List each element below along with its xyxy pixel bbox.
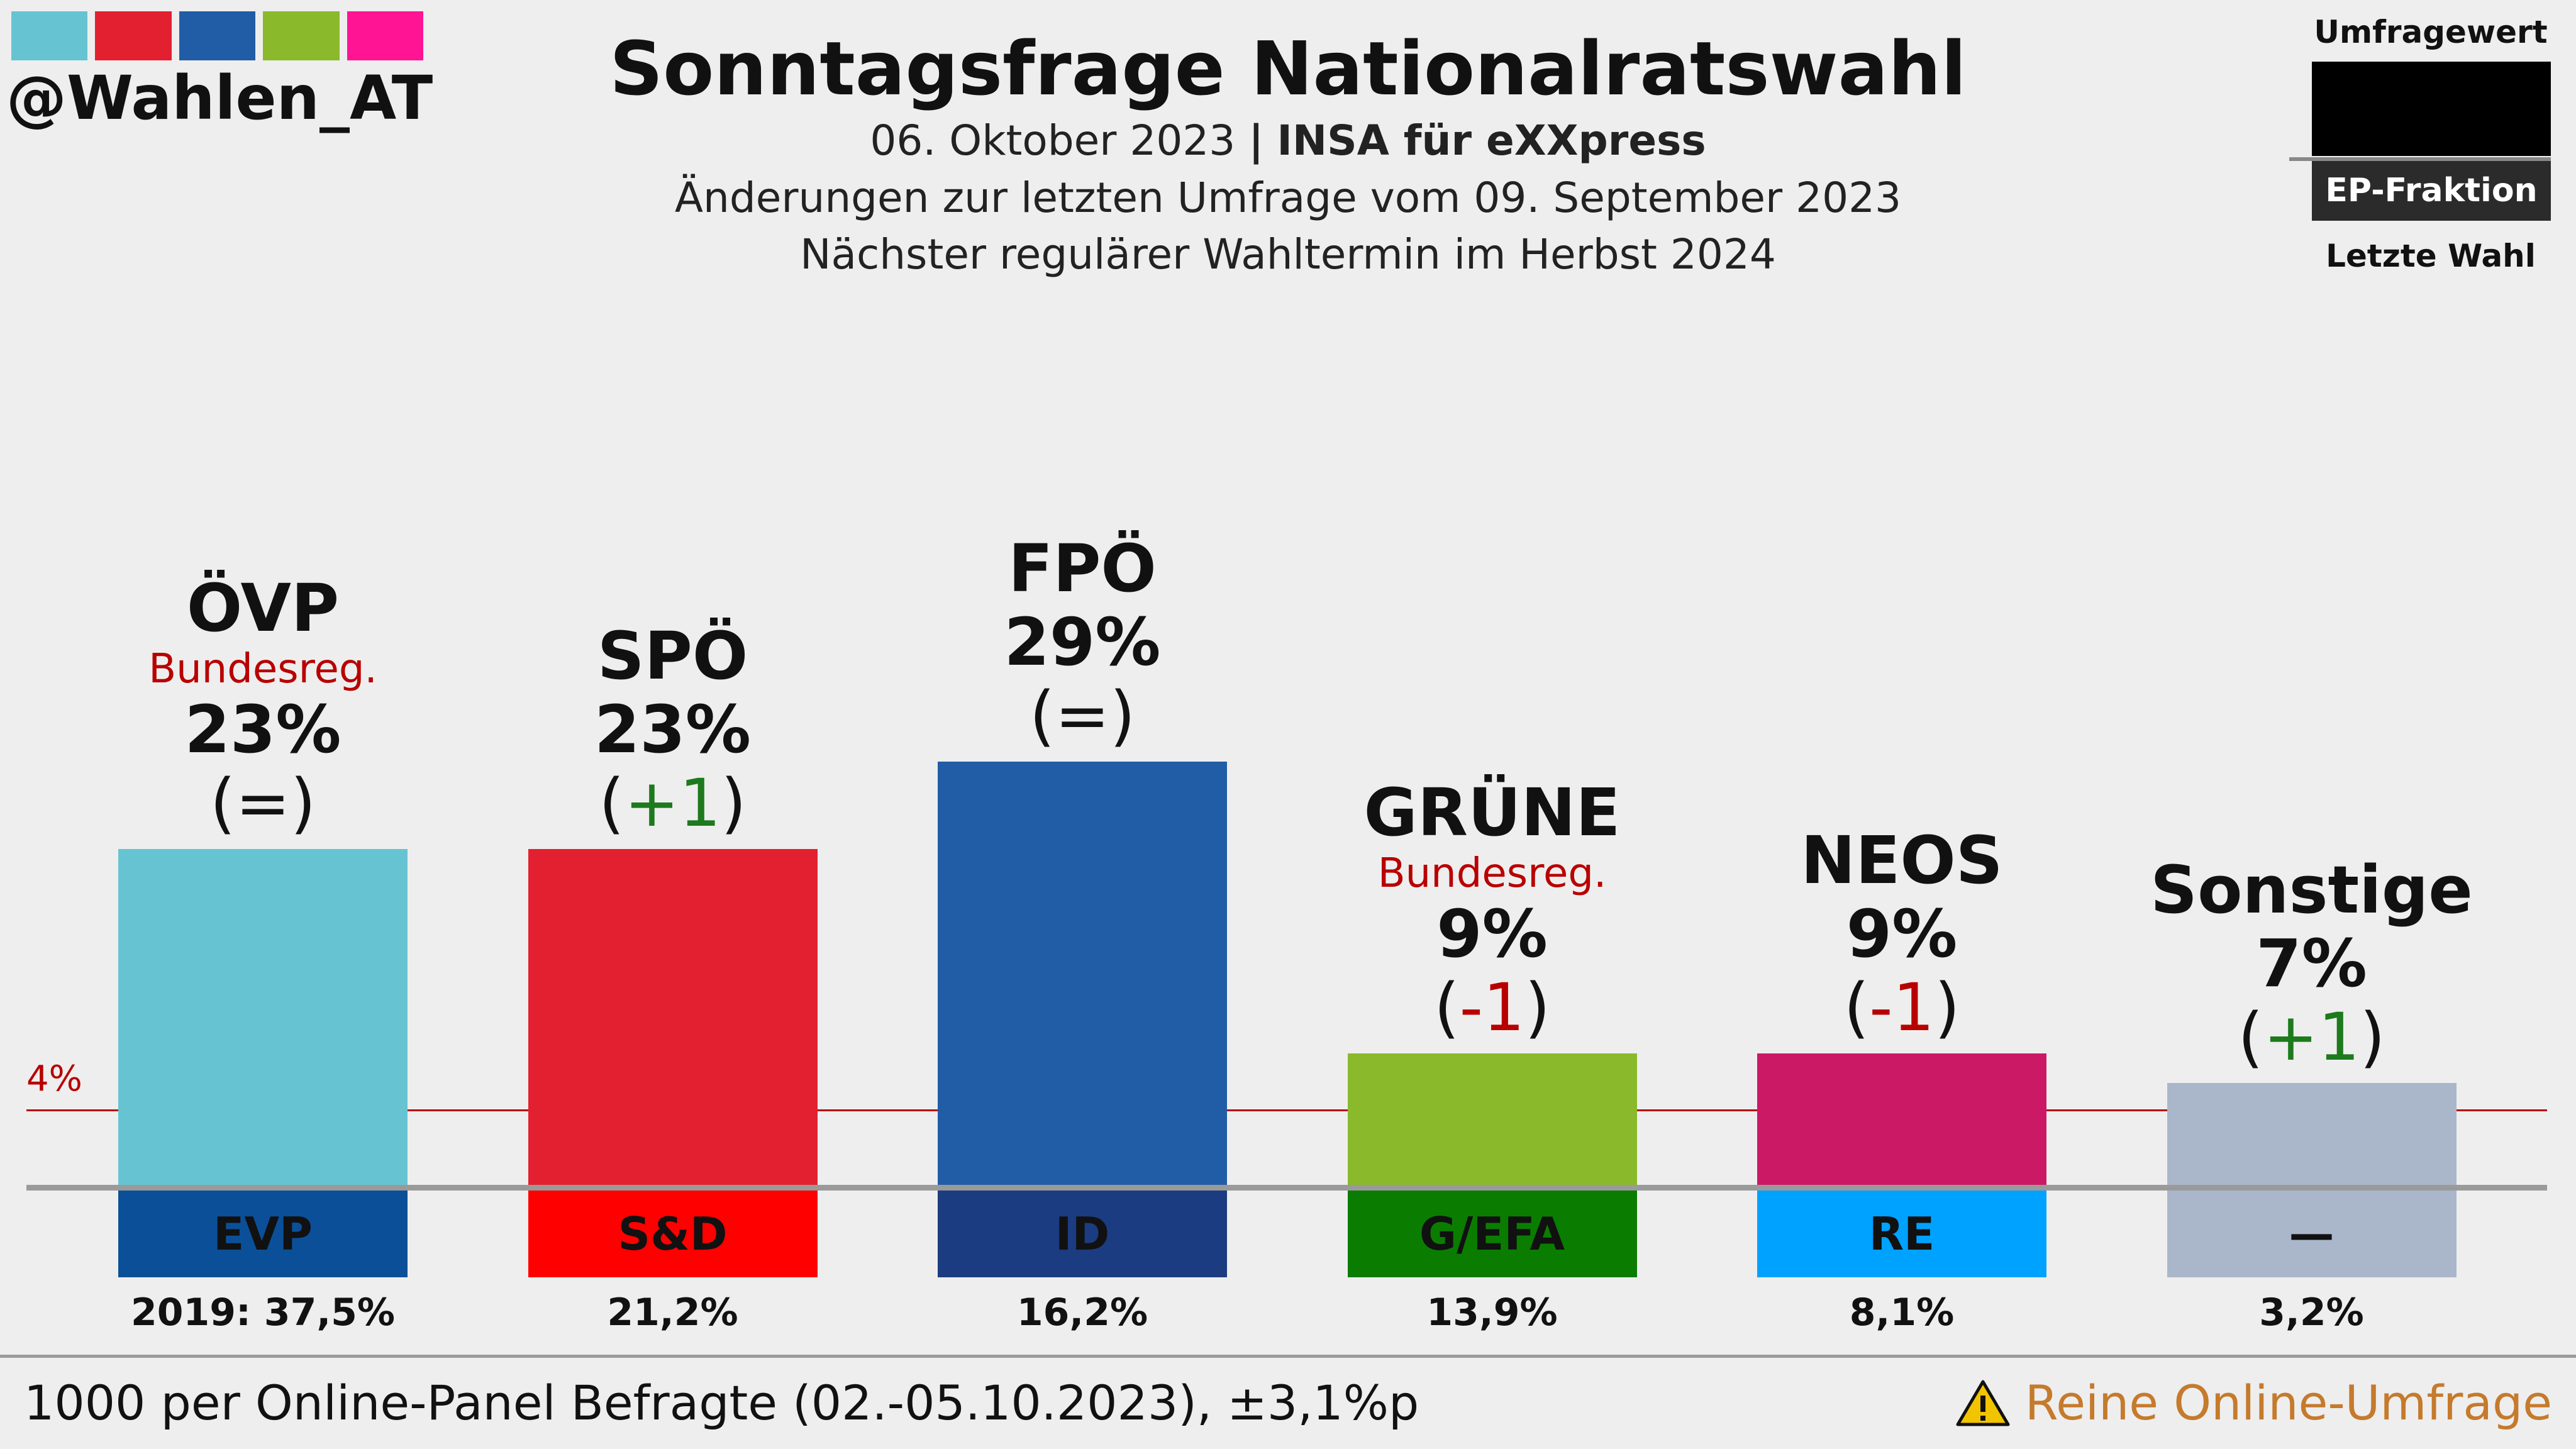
ep-group-label: G/EFA bbox=[1347, 1191, 1637, 1277]
party-name: ÖVP bbox=[186, 570, 340, 647]
bar bbox=[1757, 1053, 2046, 1185]
party-name: GRÜNE bbox=[1363, 774, 1621, 852]
next-election-note: Nächster regulärer Wahltermin im Herbst … bbox=[800, 230, 1776, 279]
change-value: -1 bbox=[1459, 969, 1525, 1046]
party-name: FPÖ bbox=[1008, 530, 1157, 608]
bar bbox=[118, 849, 408, 1185]
poll-date: 06. Oktober 2023 bbox=[870, 116, 1236, 165]
change-label: (+1) bbox=[2238, 998, 2385, 1075]
party-name: Sonstige bbox=[2150, 851, 2473, 928]
bar bbox=[528, 849, 818, 1185]
ep-group-label: ID bbox=[938, 1191, 1227, 1277]
bar bbox=[938, 762, 1227, 1185]
warning-text: Reine Online-Umfrage bbox=[2024, 1375, 2552, 1431]
brand-swatch bbox=[263, 11, 340, 60]
brand-swatch bbox=[95, 11, 172, 60]
change-value: -1 bbox=[1869, 969, 1935, 1046]
party-name: SPÖ bbox=[597, 618, 748, 695]
value-label: 9% bbox=[1846, 896, 1958, 973]
threshold-line bbox=[26, 1109, 2547, 1111]
government-label: Bundesreg. bbox=[1377, 850, 1607, 897]
legend-poll-swatch bbox=[2312, 62, 2551, 156]
chart-baseline bbox=[26, 1185, 2547, 1191]
online-poll-warning: Reine Online-Umfrage bbox=[1956, 1375, 2552, 1431]
legend-last-election: Letzte Wahl bbox=[2326, 238, 2536, 274]
change-value: +1 bbox=[2263, 998, 2360, 1075]
chart-title: Sonntagsfrage Nationalratswahl bbox=[609, 25, 1967, 112]
legend-ep-group: EP-Fraktion bbox=[2312, 161, 2551, 221]
brand-handle: @Wahlen_AT bbox=[6, 63, 433, 133]
government-label: Bundesreg. bbox=[148, 646, 377, 693]
poll-institute: INSA für eXXpress bbox=[1277, 116, 1706, 165]
ep-group-label: S&D bbox=[528, 1191, 818, 1277]
brand-swatch bbox=[179, 11, 256, 60]
value-label: 29% bbox=[1004, 604, 1161, 681]
warning-triangle-icon bbox=[1956, 1380, 2010, 1426]
last-election-value: 2019: 37,5% bbox=[130, 1291, 396, 1335]
change-value: = bbox=[1055, 677, 1110, 755]
value-label: 7% bbox=[2256, 924, 2367, 1002]
last-election-value: 3,2% bbox=[2259, 1291, 2364, 1335]
ep-group-label: RE bbox=[1757, 1191, 2046, 1277]
legend-poll-value: Umfragewert bbox=[2314, 14, 2548, 50]
ep-group-label: — bbox=[2167, 1191, 2457, 1277]
change-label: (-1) bbox=[1434, 969, 1550, 1046]
last-election-value: 16,2% bbox=[1016, 1291, 1148, 1335]
subtitle-date-line: 06. Oktober 2023 | INSA für eXXpress bbox=[0, 116, 2576, 165]
ep-group-label: EVP bbox=[118, 1191, 408, 1277]
change-label: (=) bbox=[1029, 677, 1136, 755]
last-election-value: 13,9% bbox=[1426, 1291, 1558, 1335]
brand-color-strip bbox=[11, 11, 424, 60]
change-label: (-1) bbox=[1843, 969, 1960, 1046]
change-value: = bbox=[235, 765, 291, 842]
sample-info: 1000 per Online-Panel Befragte (02.-05.1… bbox=[24, 1375, 1419, 1431]
last-election-value: 21,2% bbox=[607, 1291, 738, 1335]
last-election-value: 8,1% bbox=[1849, 1291, 1955, 1335]
value-label: 23% bbox=[184, 691, 341, 769]
value-label: 9% bbox=[1436, 896, 1548, 973]
value-label: 23% bbox=[594, 691, 751, 769]
party-name: NEOS bbox=[1801, 822, 2003, 899]
bar bbox=[1347, 1053, 1637, 1185]
changes-note: Änderungen zur letzten Umfrage vom 09. S… bbox=[674, 174, 1902, 222]
legend-baseline bbox=[2289, 157, 2551, 161]
footer-divider bbox=[0, 1355, 2576, 1358]
brand-swatch bbox=[347, 11, 424, 60]
brand-swatch bbox=[11, 11, 88, 60]
change-value: +1 bbox=[624, 765, 721, 842]
title-separator: | bbox=[1248, 116, 1264, 165]
change-label: (=) bbox=[209, 765, 316, 842]
threshold-label: 4% bbox=[26, 1058, 82, 1099]
change-label: (+1) bbox=[599, 765, 747, 842]
bar bbox=[2167, 1082, 2457, 1185]
